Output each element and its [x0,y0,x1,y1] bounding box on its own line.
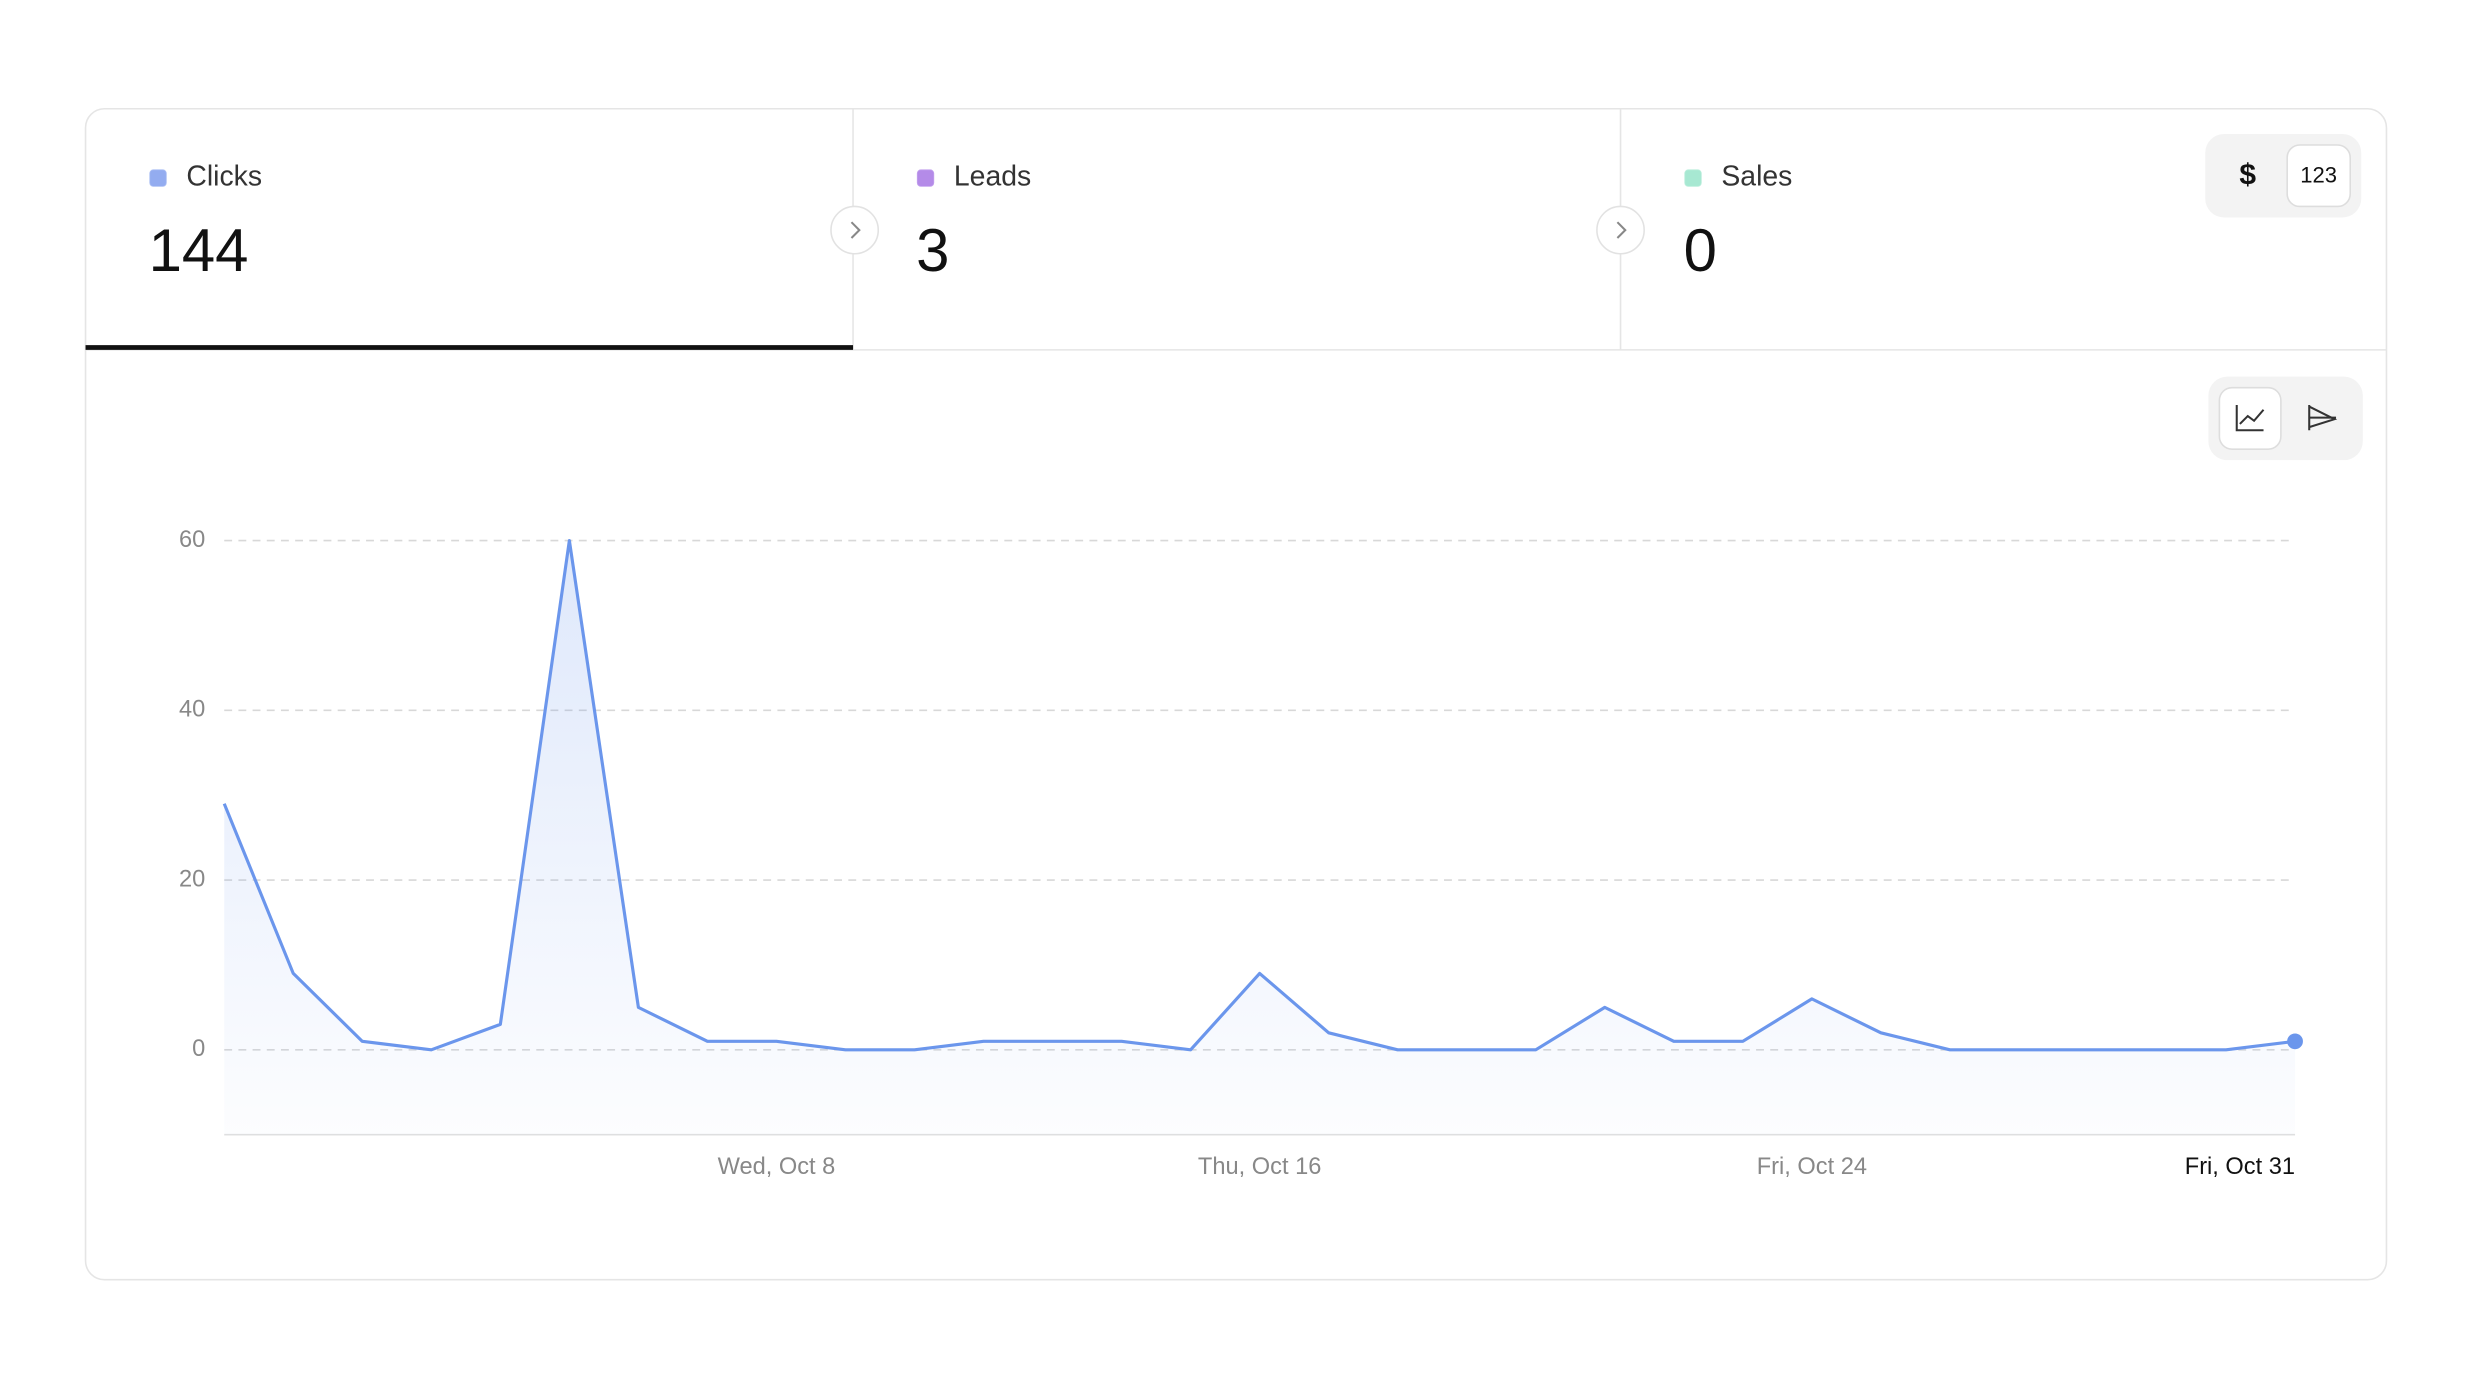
funnel-chart-button[interactable] [2308,405,2338,431]
tab-label: Clicks [186,161,262,193]
toggle-option[interactable]: 123 [2300,162,2337,187]
line-chart-button[interactable] [2218,386,2282,450]
area [224,540,2296,1135]
y-tick-label: 60 [179,527,205,553]
y-tick-label: 40 [179,697,205,723]
legend-swatch [916,169,935,187]
legend-swatch [1684,169,1702,187]
tab-value: 0 [1684,217,1717,284]
x-tick-label: Wed, Oct 8 [718,1154,836,1180]
end-point [2287,1033,2303,1050]
x-tick-label: Fri, Oct 31 [2185,1154,2295,1180]
legend-swatch [149,169,167,187]
tab-value: 3 [916,217,949,284]
y-tick-label: 20 [179,866,205,892]
y-tick-label: 0 [192,1036,205,1062]
tab-value: 144 [149,217,249,284]
tab-label: Sales [1721,161,1792,193]
card [84,107,2388,1281]
next-button[interactable] [830,205,880,255]
line [222,538,2296,1052]
toggle-active [2286,144,2351,208]
toggle-option[interactable]: $ [2239,158,2256,191]
tab-label: Leads [954,161,1031,193]
x-tick-label: Thu, Oct 16 [1198,1154,1321,1180]
x-tick-label: Fri, Oct 24 [1757,1154,1867,1180]
next-button[interactable] [1596,205,1645,255]
